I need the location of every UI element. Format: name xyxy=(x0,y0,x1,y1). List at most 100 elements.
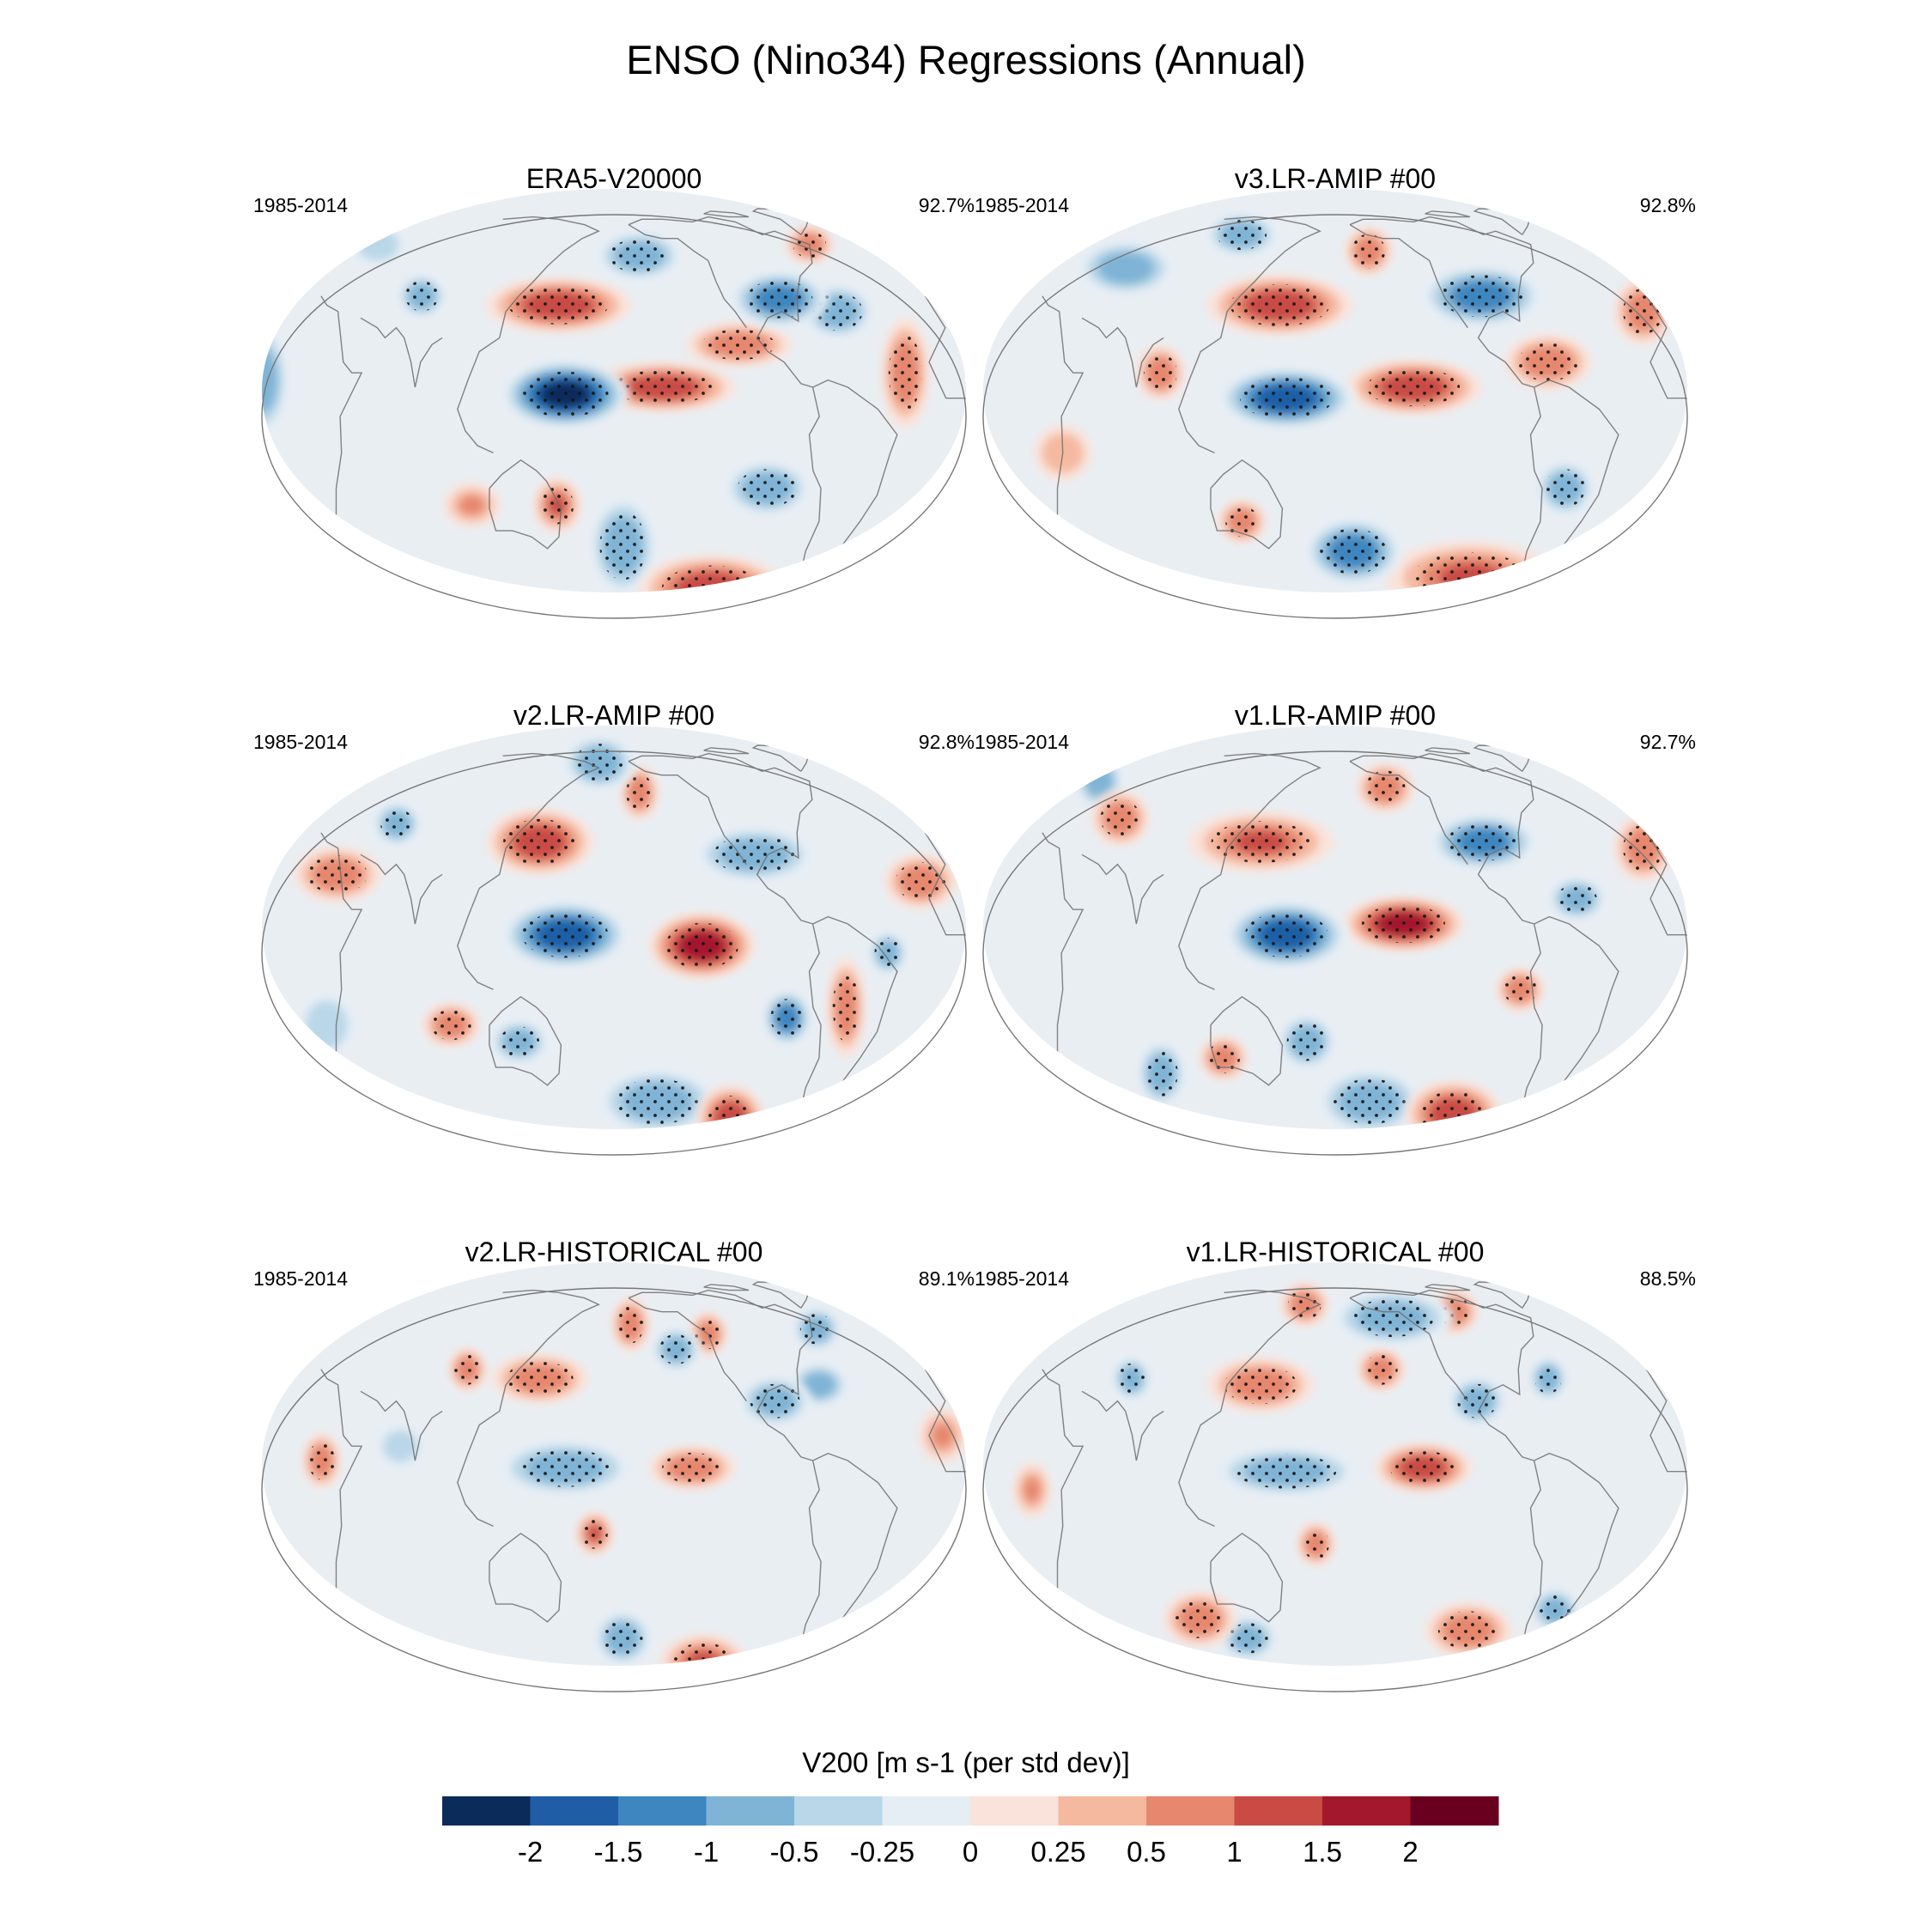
significance-stipple xyxy=(1175,1600,1225,1638)
colorbar-tick-label: 0.5 xyxy=(1127,1836,1166,1863)
significance-stipple xyxy=(1352,234,1386,269)
significance-stipple xyxy=(521,371,609,418)
colorbar-tick-label: 0 xyxy=(963,1836,978,1863)
significance-stipple xyxy=(1366,368,1461,407)
map-outline xyxy=(982,750,1688,1156)
colorbar: -2 -1.5 -1 -0.5 -0.25 0 0.25 0.5 1 1.5 2 xyxy=(442,1796,1499,1863)
significance-stipple xyxy=(599,511,647,580)
significance-stipple xyxy=(1239,377,1334,420)
colorbar-label: V200 [m s-1 (per std dev)] xyxy=(802,1747,1130,1778)
significance-stipple xyxy=(580,1518,608,1549)
significance-stipple xyxy=(1224,1365,1297,1404)
anomaly-region xyxy=(1012,1461,1052,1518)
panel-pattern-correlation: 92.8% xyxy=(1639,194,1696,216)
significance-stipple xyxy=(1244,912,1328,958)
significance-stipple xyxy=(799,1314,834,1345)
colorbar-tick-label: -0.25 xyxy=(850,1836,914,1863)
colorbar-swatch xyxy=(530,1796,619,1826)
significance-stipple xyxy=(1538,1595,1572,1625)
map-plot xyxy=(982,726,1688,1156)
significance-stipple xyxy=(702,329,775,361)
significance-stipple xyxy=(612,370,713,404)
significance-stipple xyxy=(1145,1050,1178,1097)
significance-stipple xyxy=(665,922,739,969)
colorbar-tick-label: 2 xyxy=(1402,1836,1418,1863)
significance-stipple xyxy=(1225,506,1259,537)
significance-stipple xyxy=(1217,219,1267,251)
map-plot xyxy=(261,726,967,1156)
significance-stipple xyxy=(404,281,439,312)
significance-stipple xyxy=(1437,1611,1498,1649)
anomaly-region xyxy=(348,222,408,267)
significance-stipple xyxy=(770,999,804,1037)
significance-stipple xyxy=(1302,1528,1329,1560)
significance-stipple xyxy=(1228,1623,1268,1654)
colorbar-tick-label: 1.5 xyxy=(1303,1836,1342,1863)
coastlines xyxy=(1032,1281,1687,1662)
significance-stipple xyxy=(745,280,813,319)
panel-period: 1985-2014 xyxy=(253,194,348,216)
significance-stipple xyxy=(540,486,574,525)
colorbar-tick-label: 0.25 xyxy=(1030,1836,1085,1863)
significance-stipple xyxy=(499,1026,540,1058)
map-plot xyxy=(261,189,967,619)
anomaly-region xyxy=(696,1084,765,1129)
significance-stipple xyxy=(1230,284,1330,326)
significance-stipple xyxy=(507,1361,574,1396)
significance-stipple xyxy=(431,1009,471,1041)
colorbar-swatch xyxy=(970,1796,1059,1826)
map-plot xyxy=(982,189,1688,619)
map-panel: v2.LR-AMIP #00 1985-2014 92.8% xyxy=(253,700,975,1181)
colorbar-swatch xyxy=(1058,1796,1147,1826)
significance-stipple xyxy=(1100,799,1141,838)
significance-stipple xyxy=(1236,1454,1337,1489)
colorbar-swatch xyxy=(794,1796,883,1826)
coastlines xyxy=(311,1281,966,1662)
significance-stipple xyxy=(1446,823,1521,861)
colorbar-tick-label: -1.5 xyxy=(594,1836,643,1863)
significance-stipple xyxy=(707,1095,754,1129)
significance-stipple xyxy=(1351,1298,1434,1337)
significance-stipple xyxy=(1440,275,1523,318)
colorbar-swatch xyxy=(618,1796,707,1826)
significance-stipple xyxy=(750,1383,800,1419)
significance-stipple xyxy=(503,818,577,866)
anomaly-region xyxy=(659,1633,748,1666)
map-panel: v2.LR-HISTORICAL #00 1985-2014 89.1% xyxy=(253,1236,975,1717)
panel-period: 1985-2014 xyxy=(975,1267,1069,1290)
colorbar-tick-label: -0.5 xyxy=(770,1836,819,1863)
significance-stipple xyxy=(1457,1383,1498,1419)
significance-stipple xyxy=(609,238,670,273)
panel-pattern-correlation: 92.7% xyxy=(918,194,975,216)
significance-stipple xyxy=(1286,1023,1327,1061)
colorbar-swatch xyxy=(882,1796,971,1826)
colorbar-swatch xyxy=(706,1796,795,1826)
map-plot xyxy=(982,1262,1688,1692)
panel-pattern-correlation: 92.7% xyxy=(1639,731,1696,753)
significance-stipple xyxy=(626,773,653,811)
anomaly-region xyxy=(297,991,356,1059)
significance-stipple xyxy=(1389,1450,1457,1485)
significance-stipple xyxy=(832,973,860,1042)
panel-period: 1985-2014 xyxy=(975,194,1069,216)
anomaly-region xyxy=(442,483,501,528)
significance-stipple xyxy=(453,1354,481,1385)
map-plot xyxy=(261,1262,967,1692)
significance-stipple xyxy=(1288,1289,1321,1320)
anomaly-region xyxy=(262,324,289,436)
anomaly-region xyxy=(375,1424,425,1469)
significance-stipple xyxy=(1545,469,1585,507)
significance-stipple xyxy=(1364,1354,1398,1385)
map-panel: v1.LR-HISTORICAL #00 1985-2014 88.5% xyxy=(975,1236,1696,1717)
significance-stipple xyxy=(1211,821,1311,863)
anomaly-region xyxy=(638,555,786,592)
significance-stipple xyxy=(888,334,922,411)
significance-stipple xyxy=(1320,528,1387,574)
significance-stipple xyxy=(602,1619,643,1658)
colorbar-swatch xyxy=(1322,1796,1411,1826)
significance-stipple xyxy=(518,1449,612,1487)
significance-stipple xyxy=(673,1643,734,1666)
significance-stipple xyxy=(661,565,762,592)
significance-stipple xyxy=(895,862,946,901)
colorbar-tick-label: -2 xyxy=(518,1836,543,1863)
